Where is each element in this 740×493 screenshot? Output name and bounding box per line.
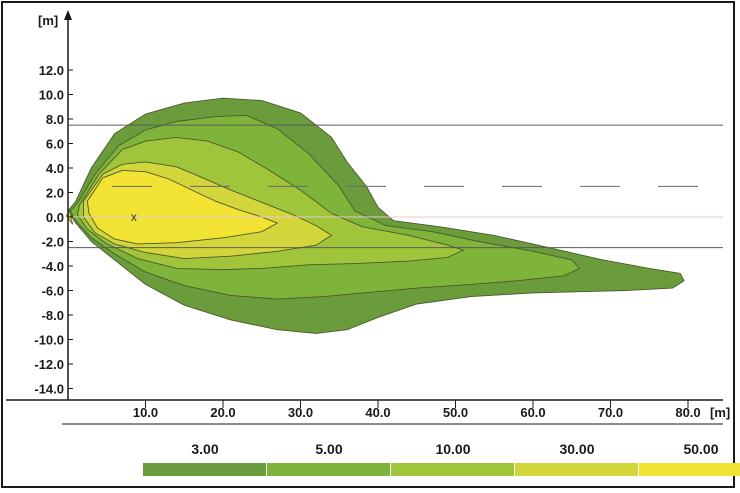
x-tick-label: 30.0 (288, 405, 313, 420)
legend-swatch (515, 463, 638, 476)
legend-swatch (639, 463, 740, 476)
legend-swatch (391, 463, 514, 476)
x-tick-label: 20.0 (210, 405, 235, 420)
y-tick-label: 8.0 (46, 112, 64, 127)
y-tick-label: 6.0 (46, 137, 64, 152)
isolux-contours (67, 97, 685, 334)
y-tick-label: -10.0 (34, 333, 64, 348)
y-tick-label: 4.0 (46, 161, 64, 176)
y-tick-label: -12.0 (34, 357, 64, 372)
legend-swatch (267, 463, 390, 476)
y-tick-label: -4.0 (42, 259, 64, 274)
y-tick-label: -2.0 (42, 235, 64, 250)
x-tick-label: 50.0 (443, 405, 468, 420)
lane-lines (68, 124, 723, 249)
x-tick-label: 70.0 (598, 405, 623, 420)
x-tick-label: 80.0 (675, 405, 700, 420)
x-tick-label: 40.0 (365, 405, 390, 420)
legend-swatch (143, 463, 266, 476)
legend-label: 10.00 (435, 441, 470, 457)
y-tick-label: 12.0 (39, 63, 64, 78)
legend-label: 30.00 (559, 441, 594, 457)
y-axis-unit: [m] (38, 13, 58, 28)
y-tick-label: 0.0 (46, 210, 64, 225)
luminaire-marker-label: x (131, 210, 137, 224)
y-axis-arrow (64, 10, 72, 20)
x-tick-labels: 10.0 20.0 30.0 40.0 50.0 60.0 70.0 80.0 [m] (133, 400, 730, 420)
x-tick-label: 10.0 (133, 405, 158, 420)
legend-label: 5.00 (315, 441, 342, 457)
legend-label: 3.00 (191, 441, 218, 457)
isolux-contour-50.00 (86, 169, 278, 245)
legend-label: 50.00 (683, 441, 718, 457)
axes: [m] (6, 10, 723, 425)
y-tick-label: -14.0 (34, 382, 64, 397)
x-tick-label: 60.0 (520, 405, 545, 420)
y-tick-label: -8.0 (42, 308, 64, 323)
y-tick-label: 2.0 (46, 186, 64, 201)
y-tick-label: -6.0 (42, 284, 64, 299)
y-tick-labels: 12.0 10.0 8.0 6.0 4.0 2.0 0.0 -2.0 -4.0 -6.0 -8.0 -… (34, 63, 73, 397)
x-axis-unit: [m] (710, 405, 730, 420)
y-tick-label: 10.0 (39, 88, 64, 103)
